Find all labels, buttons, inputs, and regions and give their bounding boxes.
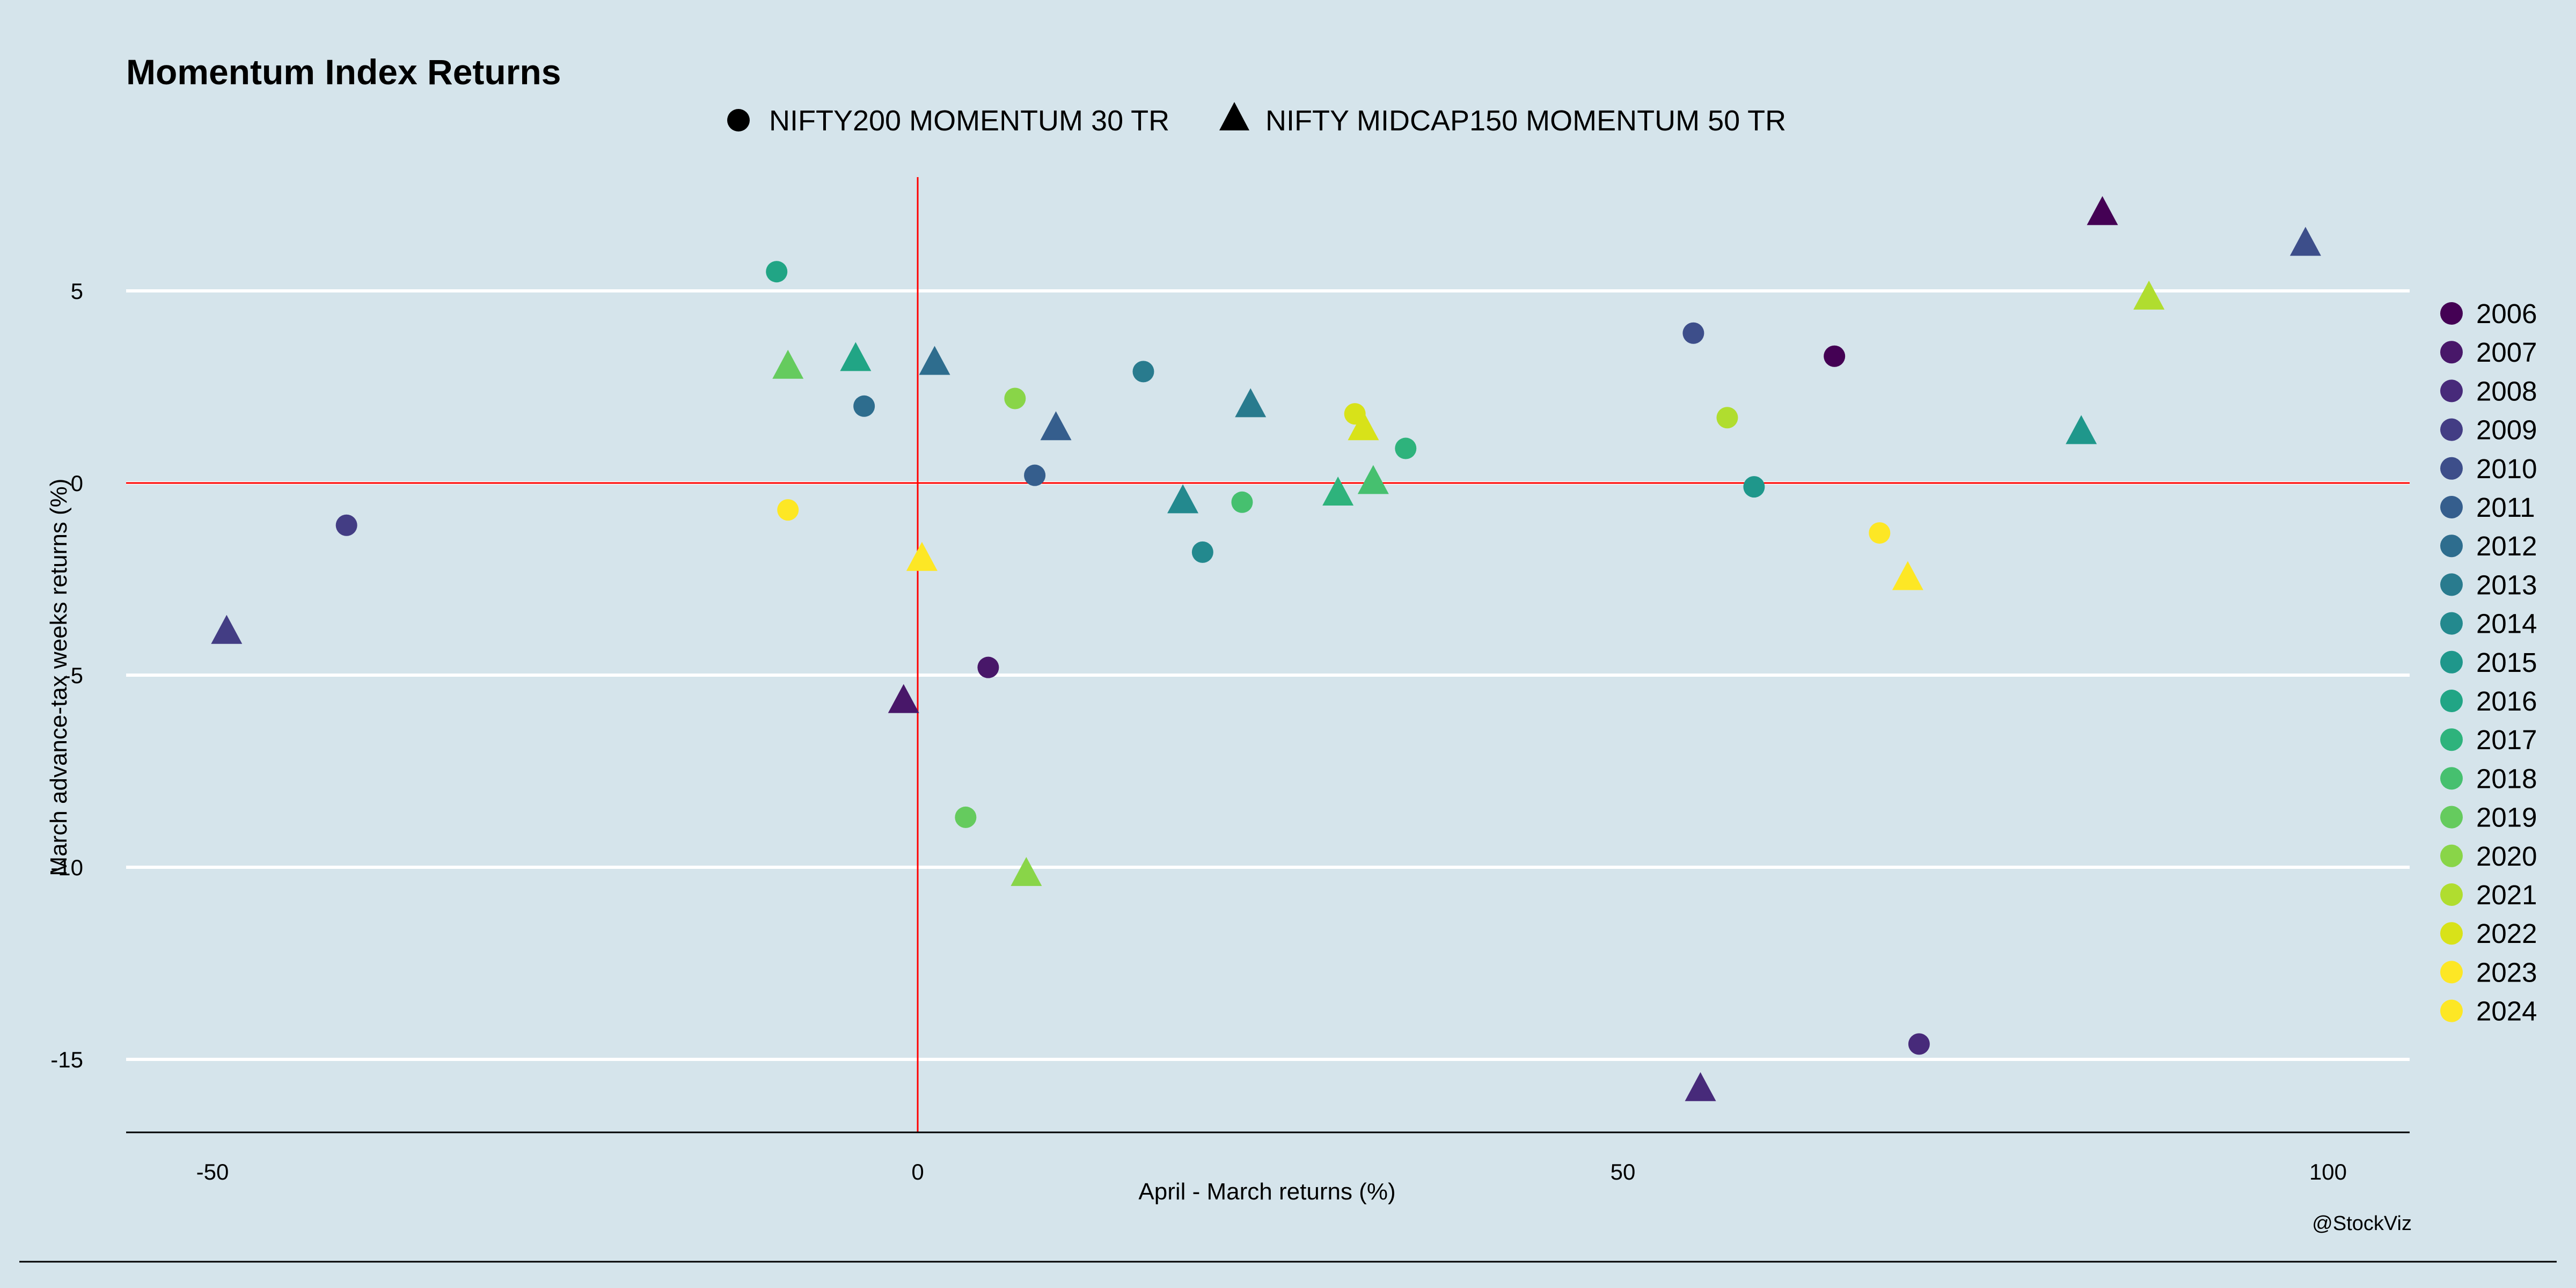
legend-year-label: 2018 [2476,763,2537,794]
legend-year-label: 2010 [2476,453,2537,484]
legend-year-label: 2017 [2476,724,2537,755]
data-point-circle [1743,476,1765,498]
legend-year-label: 2024 [2476,996,2537,1027]
legend-year-label: 2022 [2476,918,2537,949]
data-point-triangle [1685,1072,1716,1101]
y-tick-label: 5 [71,279,83,304]
legend-year-swatch [2440,961,2463,984]
legend-year-swatch [2440,496,2463,518]
data-point-circle [977,656,999,678]
y-tick-label: -15 [50,1047,83,1072]
data-point-circle [1682,322,1704,344]
legend-year-label: 2011 [2476,492,2535,523]
data-point-triangle [772,349,804,379]
legend-year-swatch [2440,883,2463,906]
data-point-triangle [1011,857,1042,886]
y-tick-label: -10 [50,855,83,880]
data-point-circle [1231,491,1253,513]
legend-label-series-1: NIFTY200 MOMENTUM 30 TR [769,105,1169,137]
legend-year-label: 2006 [2476,298,2537,329]
data-point-triangle [2133,280,2165,310]
data-point-triangle [2289,226,2321,256]
legend-triangle-marker [1219,102,1249,130]
data-point-circle [335,514,357,536]
legend-year-label: 2016 [2476,686,2537,716]
data-point-triangle [840,342,872,371]
legend-year-swatch [2440,690,2463,712]
data-point-triangle [888,684,919,713]
data-point-circle [1132,361,1154,383]
y-axis-title: March advance-tax weeks returns (%) [46,479,72,876]
data-point-circle [853,395,875,417]
data-point-circle [1024,464,1046,486]
legend-year-swatch [2440,728,2463,751]
caption-text: @StockViz [2312,1212,2412,1235]
shape-legend: NIFTY200 MOMENTUM 30 TR NIFTY MIDCAP150 … [727,102,1786,137]
legend-year-label: 2023 [2476,957,2537,987]
data-point-triangle [1892,561,1923,590]
legend-year-swatch [2440,767,2463,790]
legend-year-label: 2009 [2476,415,2537,445]
legend-year-label: 2019 [2476,802,2537,833]
x-tick-label: 100 [2309,1159,2347,1184]
legend-year-swatch [2440,535,2463,558]
legend-label-series-2: NIFTY MIDCAP150 MOMENTUM 50 TR [1265,105,1786,137]
data-points [211,196,2321,1101]
data-point-triangle [1357,465,1389,494]
y-tick-label: -5 [63,663,83,688]
legend-year-swatch [2440,612,2463,635]
chart-title: Momentum Index Returns [126,52,561,92]
legend-year-swatch [2440,806,2463,829]
data-point-triangle [919,346,950,375]
x-tick-label: 50 [1611,1159,1636,1184]
legend-year-swatch [2440,302,2463,325]
legend-year-label: 2013 [2476,569,2537,600]
legend-year-swatch [2440,922,2463,945]
data-point-circle [1824,345,1846,367]
data-point-circle [1869,522,1891,544]
legend-year-label: 2015 [2476,647,2537,678]
data-point-circle [955,806,977,828]
data-point-triangle [2066,415,2097,444]
gridlines [126,289,2410,1061]
legend-year-swatch [2440,573,2463,596]
reference-lines [126,177,2410,1132]
data-point-circle [766,261,788,283]
data-point-triangle [1235,388,1267,418]
legend-year-swatch [2440,650,2463,674]
x-tick-label: -50 [196,1159,229,1184]
data-point-triangle [1322,477,1354,506]
legend-year-swatch [2440,341,2463,364]
year-color-legend: 2006 2007 2008 2009 2010 2011 2012 2013 2014 2015… [2440,298,2537,1027]
legend-year-label: 2020 [2476,841,2537,872]
data-point-circle [1004,387,1026,409]
x-tick-label: 0 [911,1159,924,1184]
data-point-triangle [906,541,938,571]
legend-year-swatch [2440,379,2463,402]
legend-year-label: 2008 [2476,376,2537,406]
legend-year-label: 2014 [2476,609,2537,639]
data-point-triangle [1040,411,1072,441]
data-point-circle [1395,437,1417,459]
data-point-circle [777,499,799,521]
legend-circle-marker [727,109,750,131]
data-point-triangle [2087,196,2118,225]
legend-year-label: 2021 [2476,880,2537,910]
data-point-circle [1908,1033,1930,1055]
data-point-triangle [211,614,243,644]
legend-year-swatch [2440,844,2463,867]
legend-year-label: 2012 [2476,531,2537,561]
data-point-triangle [1348,411,1379,441]
legend-year-swatch [2440,457,2463,480]
data-point-circle [1716,407,1738,429]
legend-year-label: 2007 [2476,337,2537,368]
data-point-circle [1191,541,1213,563]
legend-year-swatch [2440,418,2463,441]
y-tick-label: 0 [71,471,83,496]
legend-year-swatch [2440,999,2463,1022]
axes: -15-10-505-50 0 50 100 [50,279,2410,1184]
x-axis-title: April - March returns (%) [1138,1179,1395,1205]
data-point-triangle [1167,484,1199,514]
